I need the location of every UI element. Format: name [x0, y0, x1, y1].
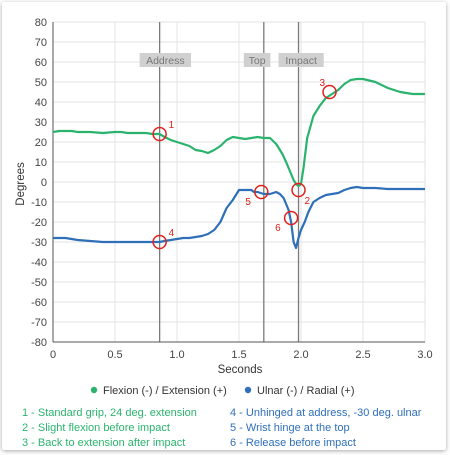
- event-label-top: Top: [249, 55, 266, 67]
- note-5: 5 - Wrist hinge at the top: [230, 422, 350, 434]
- note-1: 1 - Standard grip, 24 deg. extension: [22, 407, 197, 419]
- series-lines: [52, 77, 425, 250]
- x-tick-label: 2.0: [293, 349, 308, 361]
- x-tick-label: 3.0: [417, 349, 432, 361]
- legend-item-ulnar[interactable]: Ulnar (-) / Radial (+): [244, 385, 355, 397]
- series-line-flexion: [52, 77, 425, 188]
- marker-label-3: 3: [320, 78, 326, 89]
- event-label-impact: Impact: [285, 55, 317, 67]
- marker-circle-5: [254, 184, 269, 200]
- marker-label-6: 6: [275, 223, 281, 234]
- note-3: 3 - Back to extension after impact: [22, 437, 185, 449]
- y-tick-label: 60: [35, 57, 47, 69]
- marker-label-4: 4: [169, 228, 175, 239]
- x-tick-label: 0: [50, 349, 56, 361]
- marker-label-1: 1: [169, 120, 175, 131]
- legend-item-flexion[interactable]: Flexion (-) / Extension (+): [90, 385, 227, 397]
- event-label-box: [278, 53, 324, 67]
- x-tick-label: 0.5: [107, 349, 122, 361]
- series-line-ulnar: [53, 185, 425, 250]
- chart-svg: Address Top Impact 80706050403020100-10-20…: [15, 17, 433, 449]
- note-4: 4 - Unhinged at address, -30 deg. ulnar: [230, 407, 422, 419]
- grid: [52, 21, 426, 343]
- y-tick-label: 40: [35, 97, 47, 109]
- legend-dot-flexion: [90, 386, 98, 394]
- y-tick-label: -70: [31, 317, 47, 329]
- x-tick-label: 1.0: [169, 349, 184, 361]
- y-tick-label: -30: [31, 237, 47, 249]
- y-tick-label: 50: [35, 77, 47, 89]
- y-tick-label: -80: [31, 337, 47, 349]
- event-label-box: [243, 53, 271, 67]
- y-tick-label: 70: [35, 37, 47, 49]
- annotation-markers: 1 2 3 4 5 6: [152, 78, 337, 250]
- y-tick-label: 20: [35, 137, 47, 149]
- y-tick-label: -10: [31, 197, 47, 209]
- y-tick-label: -60: [31, 297, 47, 309]
- legend-dot-ulnar: [244, 386, 252, 394]
- y-tick-label: -20: [31, 217, 47, 229]
- event-label-address: Address: [146, 55, 185, 67]
- y-tick-label: -50: [31, 277, 47, 289]
- marker-circle-2: [291, 182, 306, 198]
- notes: 1 - Standard grip, 24 deg. extension 2 -…: [22, 407, 422, 449]
- marker-label-2: 2: [305, 196, 311, 207]
- marker-circle-3: [322, 84, 337, 100]
- event-lines: Address Top Impact: [139, 22, 324, 342]
- legend-label-ulnar: Ulnar (-) / Radial (+): [257, 385, 355, 397]
- event-label-box: [139, 53, 192, 67]
- marker-circle-4: [152, 234, 167, 250]
- x-axis-title: Seconds: [218, 364, 263, 376]
- y-tick-label: 30: [35, 117, 47, 129]
- x-tick-label: 2.5: [355, 349, 370, 361]
- axes: 80706050403020100-10-20-30-40-50-60-70-8…: [31, 17, 433, 361]
- x-tick-label: 1.5: [231, 349, 246, 361]
- marker-circle-1: [152, 126, 167, 142]
- y-tick-label: 10: [35, 157, 47, 169]
- legend-label-flexion: Flexion (-) / Extension (+): [103, 385, 227, 397]
- y-tick-label: -40: [31, 257, 47, 269]
- y-tick-label: 0: [41, 177, 47, 189]
- note-2: 2 - Slight flexion before impact: [22, 422, 170, 434]
- marker-label-5: 5: [245, 197, 251, 208]
- y-tick-label: 80: [35, 17, 47, 29]
- chart-panel: Address Top Impact 80 70 60 50 40 30 20 10 0 -10 -20…: [2, 2, 446, 450]
- marker-circle-6: [283, 210, 299, 226]
- note-6: 6 - Release before impact: [230, 437, 356, 449]
- y-axis-title: Degrees: [15, 162, 27, 206]
- legend: Flexion (-) / Extension (+) Ulnar (-) / …: [90, 385, 355, 397]
